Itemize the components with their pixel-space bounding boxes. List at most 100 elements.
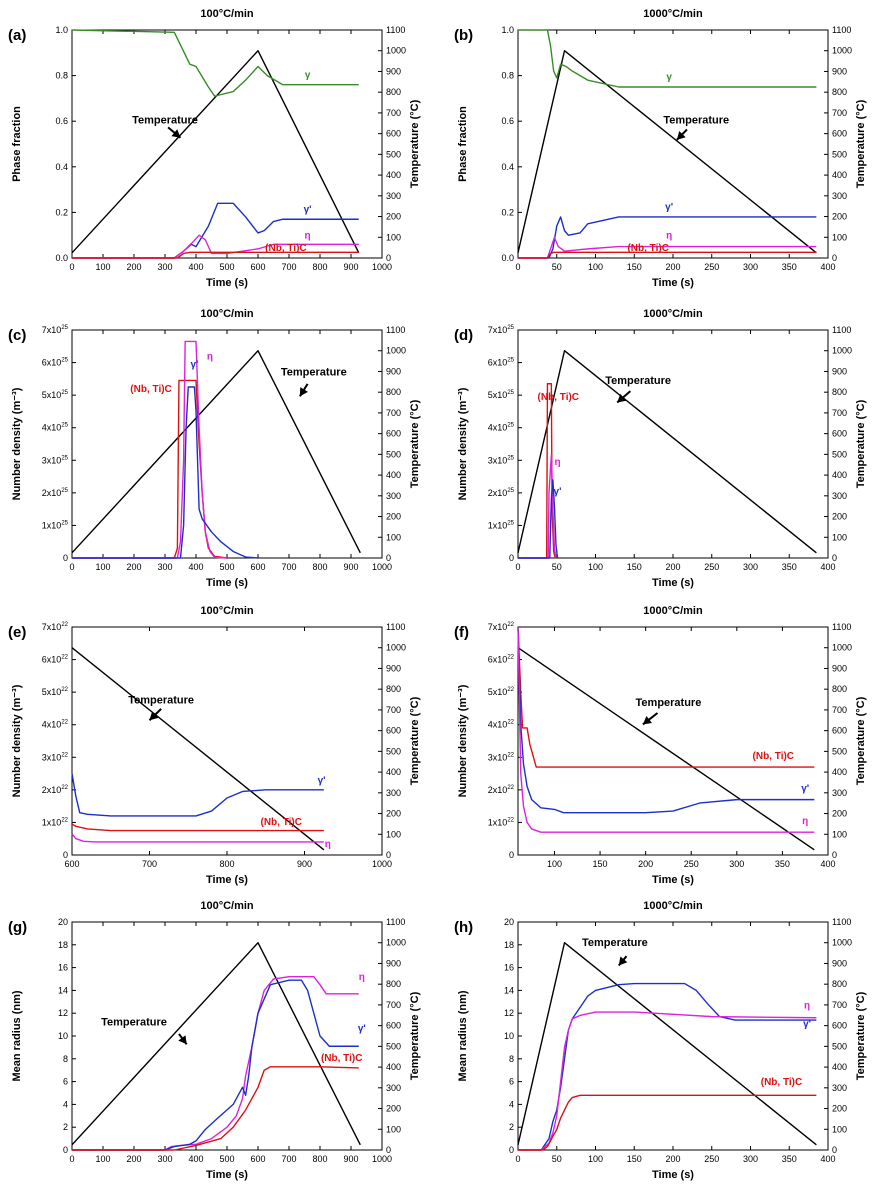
y2-tick-label: 0: [386, 850, 391, 860]
y-tick-label: 2: [63, 1122, 68, 1132]
x-tick-label: 200: [126, 262, 141, 272]
x-tick-label: 200: [638, 859, 653, 869]
y2-tick-label: 1000: [832, 938, 852, 948]
y2-tick-label: 500: [832, 149, 847, 159]
y-tick-label: 6x1025: [488, 358, 515, 368]
panel-label: (h): [454, 919, 473, 936]
y2-tick-label: 200: [832, 212, 847, 222]
y-tick-label: 4x1022: [42, 720, 69, 730]
temperature-label: Temperature: [101, 1017, 167, 1029]
y2-tick-label: 600: [832, 1021, 847, 1031]
series-line-eta: [72, 234, 359, 259]
y-tick-base: x10: [47, 358, 62, 368]
y-tick-label: 16: [504, 963, 514, 973]
y-tick-label: 0.4: [501, 162, 514, 172]
y-tick-base: x10: [47, 785, 62, 795]
y-tick-exponent: 22: [61, 817, 68, 823]
x-tick-label: 200: [665, 562, 680, 572]
series-line-gamma_prime: [518, 479, 559, 559]
series-label-nbtic: (Nb, Ti)C: [538, 392, 579, 403]
y2-tick-label: 400: [386, 767, 401, 777]
y2-tick-label: 1100: [386, 622, 405, 632]
y-tick-label: 6x1025: [42, 358, 69, 368]
x-tick-label: 1000: [372, 262, 392, 272]
y-tick-label: 12: [58, 1008, 68, 1018]
x-tick-label: 400: [188, 262, 203, 272]
y-tick-label: 2x1025: [488, 488, 515, 498]
x-tick-label: 600: [250, 1154, 265, 1164]
y2-tick-label: 1000: [386, 938, 406, 948]
temperature-line: [517, 942, 817, 1146]
y2-tick-label: 400: [832, 470, 847, 480]
y-tick-label: 0.8: [55, 71, 68, 81]
y2-tick-label: 1100: [386, 917, 405, 927]
y-tick-label: 7x1025: [42, 325, 69, 335]
y-tick-mantissa: 3: [488, 455, 493, 465]
y-tick-exponent: 22: [61, 622, 68, 628]
y-tick-exponent: 22: [61, 752, 68, 758]
y-tick-mantissa: 3: [42, 752, 47, 762]
y-tick-label: 0.6: [501, 116, 514, 126]
y2-tick-label: 300: [386, 1083, 401, 1093]
series-label-gamma: γ: [305, 70, 311, 81]
y2-tick-label: 0: [832, 253, 837, 263]
x-tick-label: 900: [297, 859, 312, 869]
x-axis-title: Time (s): [206, 577, 248, 589]
x-tick-label: 700: [281, 262, 296, 272]
panel-title: 1000°C/min: [643, 8, 703, 20]
temperature-arrow-head: [149, 711, 159, 721]
temperature-label: Temperature: [281, 367, 347, 379]
y-tick-label: 6: [509, 1077, 514, 1087]
y-tick-label: 18: [58, 940, 68, 950]
x-tick-label: 350: [782, 562, 797, 572]
y2-tick-label: 100: [386, 1124, 401, 1134]
y2-axis-title: Temperature (°C): [855, 399, 867, 488]
x-tick-label: 0: [69, 1154, 74, 1164]
y2-tick-label: 100: [832, 232, 847, 242]
y-tick-base: x10: [493, 817, 508, 827]
y2-tick-label: 700: [386, 705, 401, 715]
y2-tick-label: 700: [832, 408, 847, 418]
y-tick-label: 3x1022: [488, 752, 515, 762]
chart-panel-1: 1000°C/min (b) 0 50 100 150 200 250 300 350 400 Tim…: [454, 8, 867, 289]
x-axis-title: Time (s): [652, 277, 694, 289]
y2-tick-label: 0: [832, 553, 837, 563]
y2-tick-label: 1000: [832, 46, 852, 56]
y2-tick-label: 900: [832, 366, 847, 376]
x-axis-title: Time (s): [652, 874, 694, 886]
y-tick-label: 18: [504, 940, 514, 950]
x-tick-label: 0: [69, 262, 74, 272]
y2-tick-label: 900: [386, 366, 401, 376]
y2-tick-label: 900: [832, 663, 847, 673]
plot-frame: [517, 329, 829, 559]
y-tick-exponent: 22: [507, 655, 514, 661]
y2-tick-label: 200: [386, 1104, 401, 1114]
y-tick-label: 1x1025: [488, 520, 515, 530]
series-label-nbtic: (Nb, Ti)C: [627, 243, 668, 254]
y-tick-exponent: 25: [507, 358, 514, 364]
y-tick-base: x10: [493, 325, 508, 335]
x-tick-label: 0: [515, 562, 520, 572]
series-line-gamma_prime: [518, 982, 817, 1151]
temperature-label: Temperature: [582, 937, 648, 949]
y-tick-label: 0.6: [55, 116, 68, 126]
x-axis-title: Time (s): [206, 1169, 248, 1181]
series-line-eta: [72, 340, 228, 559]
y2-tick-label: 700: [832, 1000, 847, 1010]
y-tick-label: 10: [58, 1031, 68, 1041]
x-tick-label: 200: [665, 262, 680, 272]
y-tick-label: 0.2: [55, 207, 68, 217]
y2-tick-label: 0: [386, 253, 391, 263]
y-tick-label: 16: [58, 963, 68, 973]
y-tick-exponent: 25: [507, 325, 514, 331]
x-tick-label: 150: [593, 859, 608, 869]
x-tick-label: 900: [343, 562, 358, 572]
y-tick-label: 14: [58, 985, 68, 995]
temperature-line: [517, 50, 817, 254]
y2-tick-label: 1100: [386, 325, 405, 335]
y-tick-mantissa: 4: [488, 423, 493, 433]
y-axis-title: Number density (m⁻³): [457, 684, 469, 797]
y-axis-title: Number density (m⁻³): [11, 387, 23, 500]
y-axis-title: Phase fraction: [11, 106, 23, 182]
